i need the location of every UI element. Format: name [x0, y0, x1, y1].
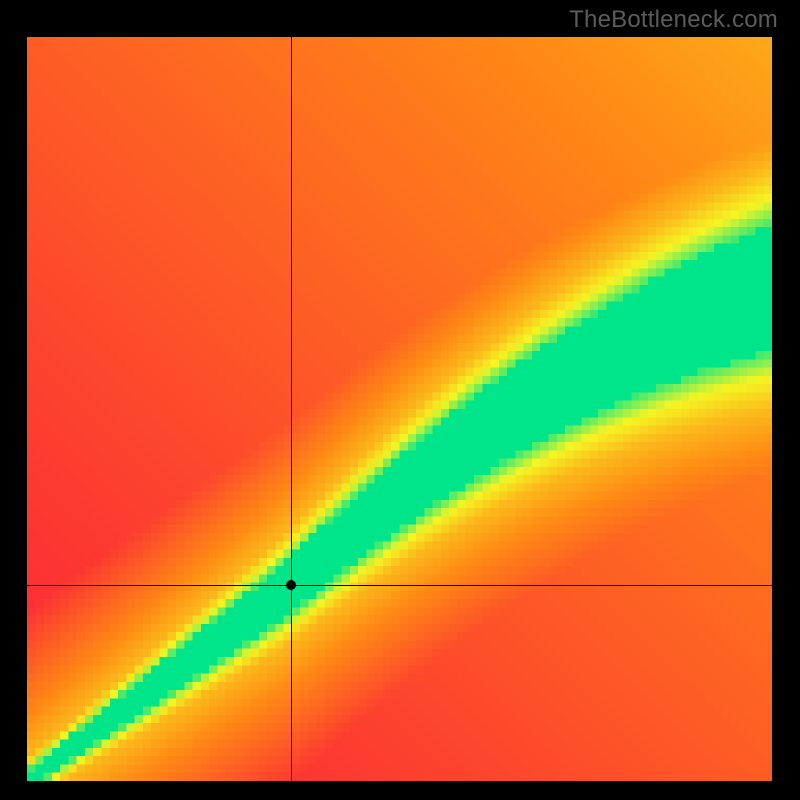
crosshair-vertical [291, 37, 292, 781]
data-point-marker [286, 580, 296, 590]
heatmap-plot [27, 37, 772, 781]
chart-frame: TheBottleneck.com [0, 0, 800, 800]
crosshair-horizontal [27, 585, 772, 586]
watermark-text: TheBottleneck.com [569, 6, 778, 34]
heatmap-canvas [27, 37, 772, 781]
